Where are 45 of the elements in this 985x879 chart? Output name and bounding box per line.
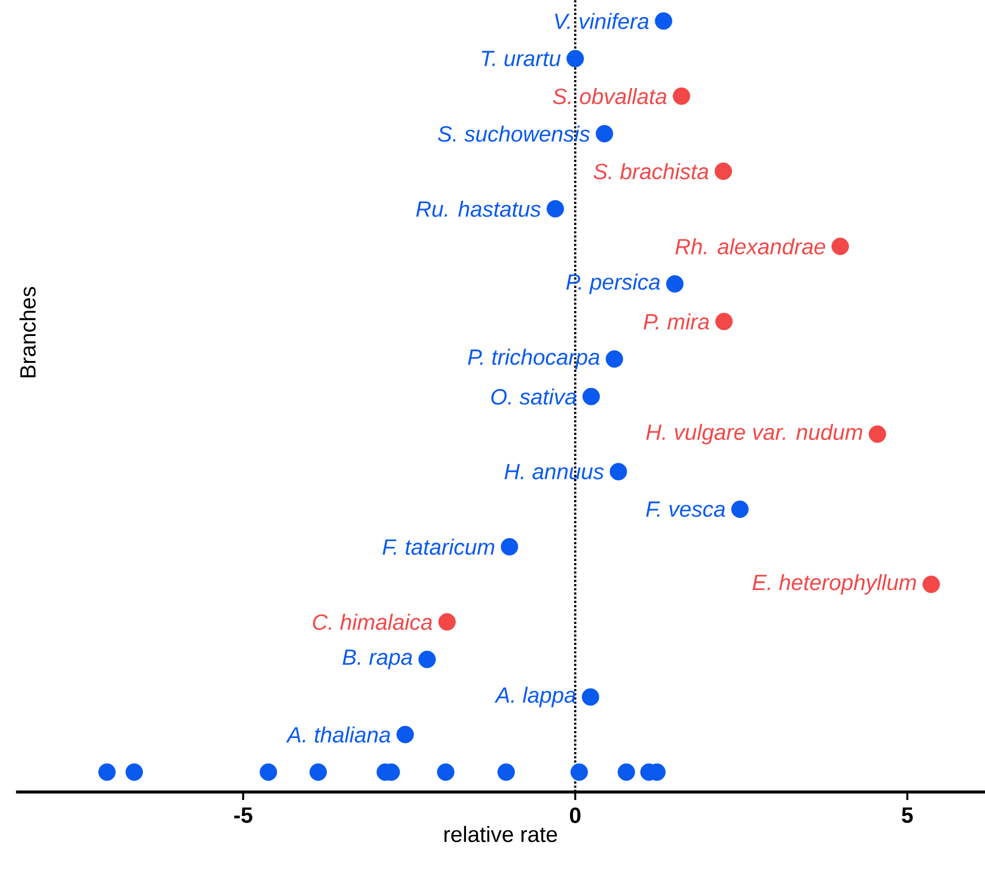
point xyxy=(922,576,940,594)
x-tick-label: -5 xyxy=(234,808,252,823)
y-tick-label: F. tataricum xyxy=(382,538,494,555)
point xyxy=(731,500,749,518)
y-tick-label: O. sativa xyxy=(491,388,576,405)
point xyxy=(582,688,600,706)
y-tick-label: E. heterophyllum xyxy=(752,574,916,595)
point xyxy=(596,124,614,142)
point xyxy=(672,87,690,105)
point xyxy=(418,650,436,668)
point xyxy=(546,200,564,218)
point xyxy=(714,162,732,180)
point xyxy=(666,275,684,293)
point xyxy=(396,726,414,744)
x-tick-label: 5 xyxy=(902,808,913,823)
y-tick-label: A. lappa xyxy=(494,686,576,708)
y-tick-label: B. rapa xyxy=(342,650,412,670)
y-tick-label: V. vinifera xyxy=(555,12,649,30)
y-tick-label: Rh. alexandrae xyxy=(675,238,826,254)
point xyxy=(438,613,456,631)
y-tick-label: P. mira xyxy=(644,313,710,330)
y-tick-label: Ru. hastatus xyxy=(416,200,541,217)
point xyxy=(610,462,628,480)
y-tick-label: P. persica xyxy=(566,274,660,294)
y-tick-label: C. himalaica xyxy=(313,614,432,630)
y-tick-label: S. obvallata xyxy=(552,88,666,104)
y-tick-label: S. suchowensis xyxy=(438,126,590,142)
x-axis-title: relative rate xyxy=(444,826,557,842)
point xyxy=(500,538,518,556)
point xyxy=(654,12,672,30)
point xyxy=(832,238,849,256)
point xyxy=(715,312,733,330)
y-tick-label: P. trichocarpa xyxy=(468,348,600,370)
point xyxy=(868,425,886,443)
y-tick-label: A. thaliana xyxy=(286,726,390,743)
y-tick-label: H. annuus xyxy=(504,464,604,480)
y-axis-title: Branches xyxy=(20,286,36,378)
point xyxy=(606,350,624,368)
point xyxy=(566,50,584,68)
y-tick-label: S. brachista xyxy=(594,163,708,180)
x-tick-label: 0 xyxy=(570,808,580,824)
y-tick-label: T. urartu xyxy=(482,50,561,66)
point xyxy=(582,388,600,406)
y-tick-label: F. vesca xyxy=(646,502,725,517)
y-tick-label: H. vulgare var. nudum xyxy=(646,424,862,444)
